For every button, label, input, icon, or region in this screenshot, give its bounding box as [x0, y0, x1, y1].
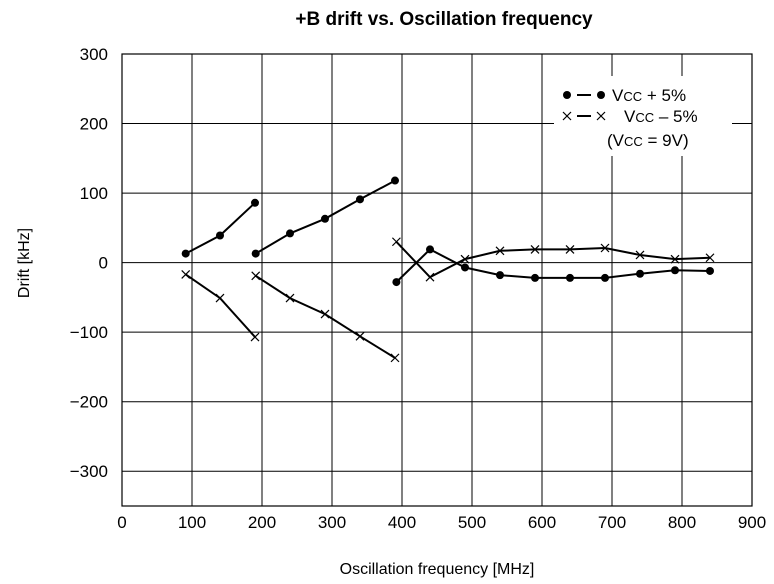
data-point-cross	[391, 237, 401, 247]
data-point-dot	[426, 245, 434, 254]
legend: VCC + 5% VCC – 5% (VCC = 9V)	[562, 86, 698, 150]
data-point-dot	[216, 231, 224, 240]
tick-labels: 0 100 200 300 400 500 600 700 800 900 300 200 100 0 −1…	[70, 45, 766, 532]
data-point-cross	[596, 111, 606, 121]
series-vcc-minus-5	[181, 237, 715, 363]
y-tick-label: −100	[70, 323, 108, 342]
series-line-segment	[255, 274, 396, 359]
data-point-cross	[425, 272, 435, 282]
data-point-cross	[320, 309, 330, 319]
data-point-dot	[706, 266, 714, 275]
data-point-cross	[635, 250, 645, 260]
data-point-cross	[250, 332, 260, 342]
legend-label: VCC – 5%	[624, 107, 698, 126]
data-point-dot	[531, 273, 539, 282]
data-point-cross	[530, 244, 540, 254]
data-point-dot	[563, 91, 571, 99]
x-tick-label: 200	[248, 513, 276, 532]
data-point-dot	[251, 249, 260, 258]
plot-frame	[121, 53, 753, 507]
data-point-dot	[601, 273, 609, 282]
data-point-dot	[636, 269, 644, 278]
legend-label: VCC + 5%	[612, 86, 686, 105]
x-tick-label: 0	[117, 513, 126, 532]
x-axis-label: Oscillation frequency [MHz]	[340, 561, 535, 578]
data-point-dot	[321, 214, 329, 223]
data-point-cross	[390, 353, 400, 363]
y-tick-label: −300	[70, 462, 108, 481]
data-point-cross	[215, 293, 225, 303]
data-point-dot	[356, 195, 364, 204]
data-point-dot	[566, 273, 574, 282]
grid-lines	[122, 54, 752, 506]
series-line-segment	[185, 273, 256, 338]
data-point-cross	[495, 246, 505, 256]
data-point-dot	[496, 271, 504, 280]
x-tick-label: 400	[388, 513, 416, 532]
y-axis-label: Drift [kHz]	[16, 228, 33, 298]
series-line-segment	[185, 202, 256, 255]
y-tick-label: 0	[99, 254, 108, 273]
legend-entry: VCC – 5%	[562, 107, 698, 126]
data-point-dot	[391, 176, 399, 185]
y-tick-label: 300	[80, 45, 108, 64]
data-point-dot	[251, 198, 259, 207]
data-point-cross	[600, 243, 610, 253]
data-point-cross	[565, 244, 575, 254]
data-series	[181, 176, 715, 363]
data-point-dot	[671, 266, 679, 275]
series-line-segment	[395, 248, 711, 283]
x-tick-label: 600	[528, 513, 556, 532]
y-tick-label: 100	[80, 184, 108, 203]
data-point-dot	[181, 249, 190, 258]
data-point-cross	[355, 331, 365, 341]
data-point-cross	[705, 253, 715, 263]
x-tick-label: 700	[598, 513, 626, 532]
data-point-cross	[670, 254, 680, 264]
data-point-cross	[285, 293, 295, 303]
data-point-cross	[181, 270, 191, 279]
y-tick-label: 200	[80, 115, 108, 134]
chart-title: +B drift vs. Oscillation frequency	[295, 9, 593, 30]
series-line-segment	[395, 241, 711, 279]
data-point-dot	[461, 263, 469, 272]
x-tick-label: 500	[458, 513, 486, 532]
x-tick-label: 300	[318, 513, 346, 532]
data-point-cross	[562, 111, 572, 121]
x-tick-label: 800	[668, 513, 696, 532]
series-vcc-plus-5	[181, 176, 714, 287]
legend-note: (VCC = 9V)	[607, 131, 689, 150]
x-tick-label: 900	[738, 513, 766, 532]
x-tick-label: 100	[178, 513, 206, 532]
data-point-cross	[251, 271, 261, 281]
data-point-dot	[286, 229, 294, 238]
data-point-dot	[392, 278, 401, 287]
legend-entry: VCC + 5%	[563, 86, 686, 105]
data-point-dot	[597, 91, 605, 99]
y-tick-label: −200	[70, 393, 108, 412]
data-point-cross	[460, 254, 470, 264]
